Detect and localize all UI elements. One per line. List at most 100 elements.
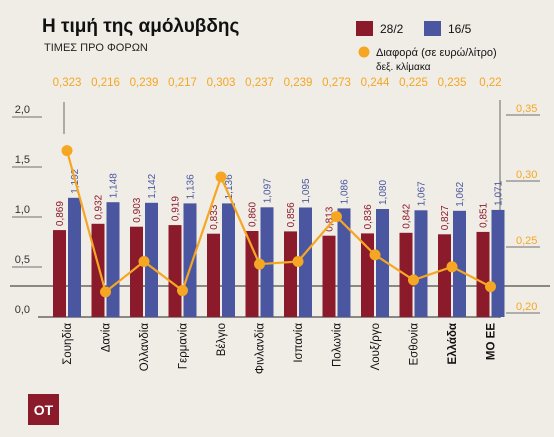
bars xyxy=(53,197,505,317)
diff-label: 0,239 xyxy=(130,77,159,89)
value-label-16-5: 1,148 xyxy=(109,173,120,198)
left-tick-label: 1,5 xyxy=(15,154,30,166)
diff-point xyxy=(177,285,188,297)
diff-label: 0,22 xyxy=(479,77,501,89)
legend-label-16-5: 16/5 xyxy=(448,22,472,36)
legend-marker-diff xyxy=(358,46,370,58)
legend-label-diff: Διαφορά (σε ευρώ/λίτρο) xyxy=(376,47,497,59)
legend-swatch-28-2 xyxy=(356,21,373,36)
value-label-28-2: 0,833 xyxy=(209,204,220,229)
bar-28-2 xyxy=(130,226,143,317)
logo-text: ΟΤ xyxy=(33,401,54,418)
x-axis-label: Βέλγιο xyxy=(216,323,228,356)
x-axis-label: Δανία xyxy=(101,323,113,353)
value-label-16-5: 1,086 xyxy=(340,179,351,204)
value-label-28-2: 0,836 xyxy=(363,204,374,229)
bar-16-5 xyxy=(68,197,81,317)
x-axis-label: ΜΟ ΕΕ xyxy=(486,323,498,360)
right-tick-label: 0,35 xyxy=(516,103,537,115)
right-tick-label: 0,20 xyxy=(516,301,537,313)
value-label-28-2: 0,856 xyxy=(286,202,297,227)
bar-16-5 xyxy=(453,210,466,317)
value-label-28-2: 0,860 xyxy=(248,202,259,227)
bar-16-5 xyxy=(260,207,274,317)
diff-point xyxy=(331,211,342,223)
x-axis-label: Ισπανία xyxy=(293,323,305,363)
value-label-16-5: 1,071 xyxy=(494,180,505,205)
bar-28-2 xyxy=(207,233,220,317)
value-label-16-5: 1,136 xyxy=(186,174,197,199)
diff-point xyxy=(215,171,227,183)
value-label-28-2: 0,851 xyxy=(479,202,490,227)
chart-subtitle: ΤΙΜΕΣ ΠΡΟ ΦΟΡΩΝ xyxy=(44,42,148,54)
diff-point xyxy=(138,256,150,268)
value-labels: 0,8691,1920,9321,1480,9031,1420,9191,136… xyxy=(55,168,505,231)
bar-16-5 xyxy=(376,209,389,317)
bar-28-2 xyxy=(168,225,182,317)
grid xyxy=(10,100,550,318)
diff-label: 0,235 xyxy=(438,77,467,89)
bar-28-2 xyxy=(476,231,490,317)
value-label-16-5: 1,136 xyxy=(224,174,235,199)
legend-label-28-2: 28/2 xyxy=(380,22,404,36)
diff-point xyxy=(254,258,265,270)
value-label-28-2: 0,932 xyxy=(94,194,105,219)
bar-16-5 xyxy=(491,209,505,317)
left-tick-label: 2,0 xyxy=(15,104,30,116)
x-axis-label: Λουξ/ργο xyxy=(370,323,382,370)
diff-label: 0,273 xyxy=(322,77,351,89)
x-axis-label: Πολωνία xyxy=(332,323,344,367)
value-label-28-2: 0,842 xyxy=(402,203,413,228)
x-axis-label: Γερμανία xyxy=(178,323,190,370)
diff-labels: 0,323 0,216 0,239 0,217 0,303 0,237 0,239 0,273… xyxy=(53,77,502,89)
diff-label: 0,323 xyxy=(53,77,82,89)
value-label-16-5: 1,062 xyxy=(455,181,466,206)
value-label-28-2: 0,903 xyxy=(132,197,143,222)
value-label-28-2: 0,869 xyxy=(55,201,66,226)
axes: 0,0 0,5 1,0 1,5 2,0 0,20 0,25 0,30 0,35 xyxy=(15,103,538,316)
bar-28-2 xyxy=(245,231,259,317)
diff-label: 0,216 xyxy=(91,77,120,89)
diff-label: 0,237 xyxy=(245,77,274,89)
value-label-16-5: 1,142 xyxy=(147,173,158,198)
value-label-28-2: 0,813 xyxy=(325,206,336,231)
bar-28-2 xyxy=(438,234,451,317)
x-axis-label: Ελλάδα xyxy=(447,323,459,364)
diff-point xyxy=(292,256,304,268)
value-label-16-5: 1,095 xyxy=(301,178,312,203)
diff-label: 0,303 xyxy=(207,77,236,89)
diff-point xyxy=(100,286,111,298)
x-axis-labels: Σουηδία Δανία Ολλανδία Γερμανία Βέλγιο Φινλαν… xyxy=(62,323,498,374)
value-label-28-2: 0,919 xyxy=(171,196,182,221)
right-tick-label: 0,25 xyxy=(516,235,537,247)
bar-16-5 xyxy=(145,202,158,317)
diff-point xyxy=(369,249,381,261)
diff-point xyxy=(446,261,458,273)
x-axis-label: Εσθονία xyxy=(409,323,421,366)
bar-28-2 xyxy=(322,235,336,317)
legend-sublabel-diff: δεξ. κλίμακα xyxy=(376,61,431,73)
left-tick-label: 1,0 xyxy=(15,204,30,216)
x-axis-label: Φινλανδία xyxy=(255,323,267,374)
bar-28-2 xyxy=(284,231,297,317)
bar-16-5 xyxy=(414,210,428,317)
diff-label: 0,239 xyxy=(284,77,313,89)
diff-polyline xyxy=(65,150,492,294)
diff-line xyxy=(61,145,496,298)
diff-point xyxy=(408,274,419,286)
bar-16-5 xyxy=(222,203,235,317)
diff-point xyxy=(485,281,496,293)
x-axis-label: Ολλανδία xyxy=(139,323,151,372)
diff-label: 0,217 xyxy=(168,77,197,89)
value-label-16-5: 1,097 xyxy=(263,178,274,203)
value-label-16-5: 1,080 xyxy=(378,180,389,205)
legend-swatch-16-5 xyxy=(424,21,441,36)
ot-logo: ΟΤ xyxy=(28,394,59,425)
value-label-28-2: 0,827 xyxy=(440,205,451,230)
diff-label: 0,244 xyxy=(361,77,390,89)
bar-28-2 xyxy=(53,230,66,317)
chart-title: Η τιμή της αμόλυβδης xyxy=(42,16,239,37)
bar-28-2 xyxy=(91,223,105,317)
value-label-16-5: 1,067 xyxy=(417,181,428,206)
